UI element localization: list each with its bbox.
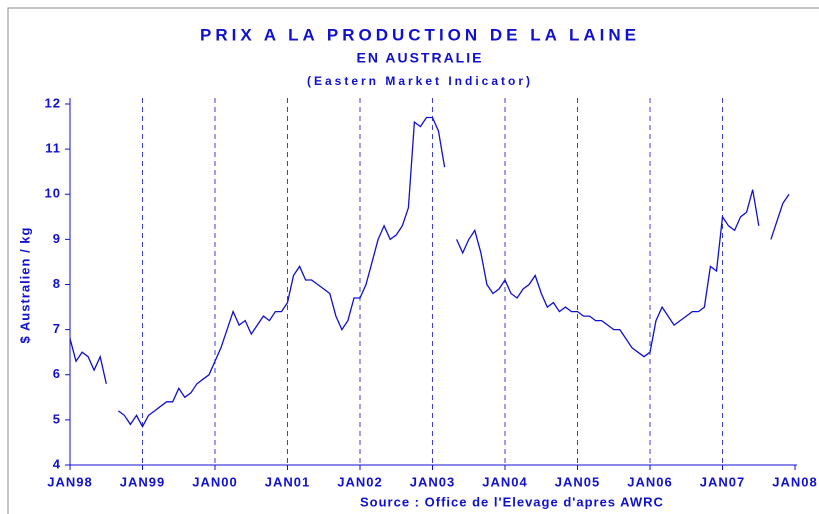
line-series [69,116,790,428]
y-tick-label: 4 [53,456,61,471]
x-tick-label: JAN04 [482,474,527,489]
x-tick-label: JAN07 [700,474,745,489]
chart-subtitle: (Eastern Market Indicator) [307,74,533,88]
y-tick-label: 5 [53,411,61,426]
y-tick-label: 9 [53,231,61,246]
x-tick-label: JAN98 [47,474,92,489]
y-tick-label: 8 [53,276,61,291]
y-tick-label: 12 [45,95,61,110]
y-tick-label: 7 [53,321,61,336]
chart-title: PRIX A LA PRODUCTION DE LA LAINE [200,25,640,44]
y-tick-label: 11 [45,141,61,156]
x-tick-label: JAN03 [410,474,455,489]
frame [7,7,819,514]
x-tick-label: JAN08 [772,474,817,489]
x-tick-label: JAN02 [337,474,382,489]
chart-subtitle: EN AUSTRALIE [357,50,484,66]
x-tick-label: JAN06 [627,474,672,489]
x-tick-label: JAN99 [120,474,165,489]
y-tick-label: 6 [53,366,61,381]
x-tick-label: JAN00 [192,474,237,489]
x-tick-label: JAN05 [555,474,600,489]
y-tick-label: 10 [45,186,61,201]
y-axis-label: $ Australien / kg [17,227,32,344]
x-tick-label: JAN01 [265,474,310,489]
source: Source : Office de l'Elevage d'apres AWR… [360,494,664,509]
